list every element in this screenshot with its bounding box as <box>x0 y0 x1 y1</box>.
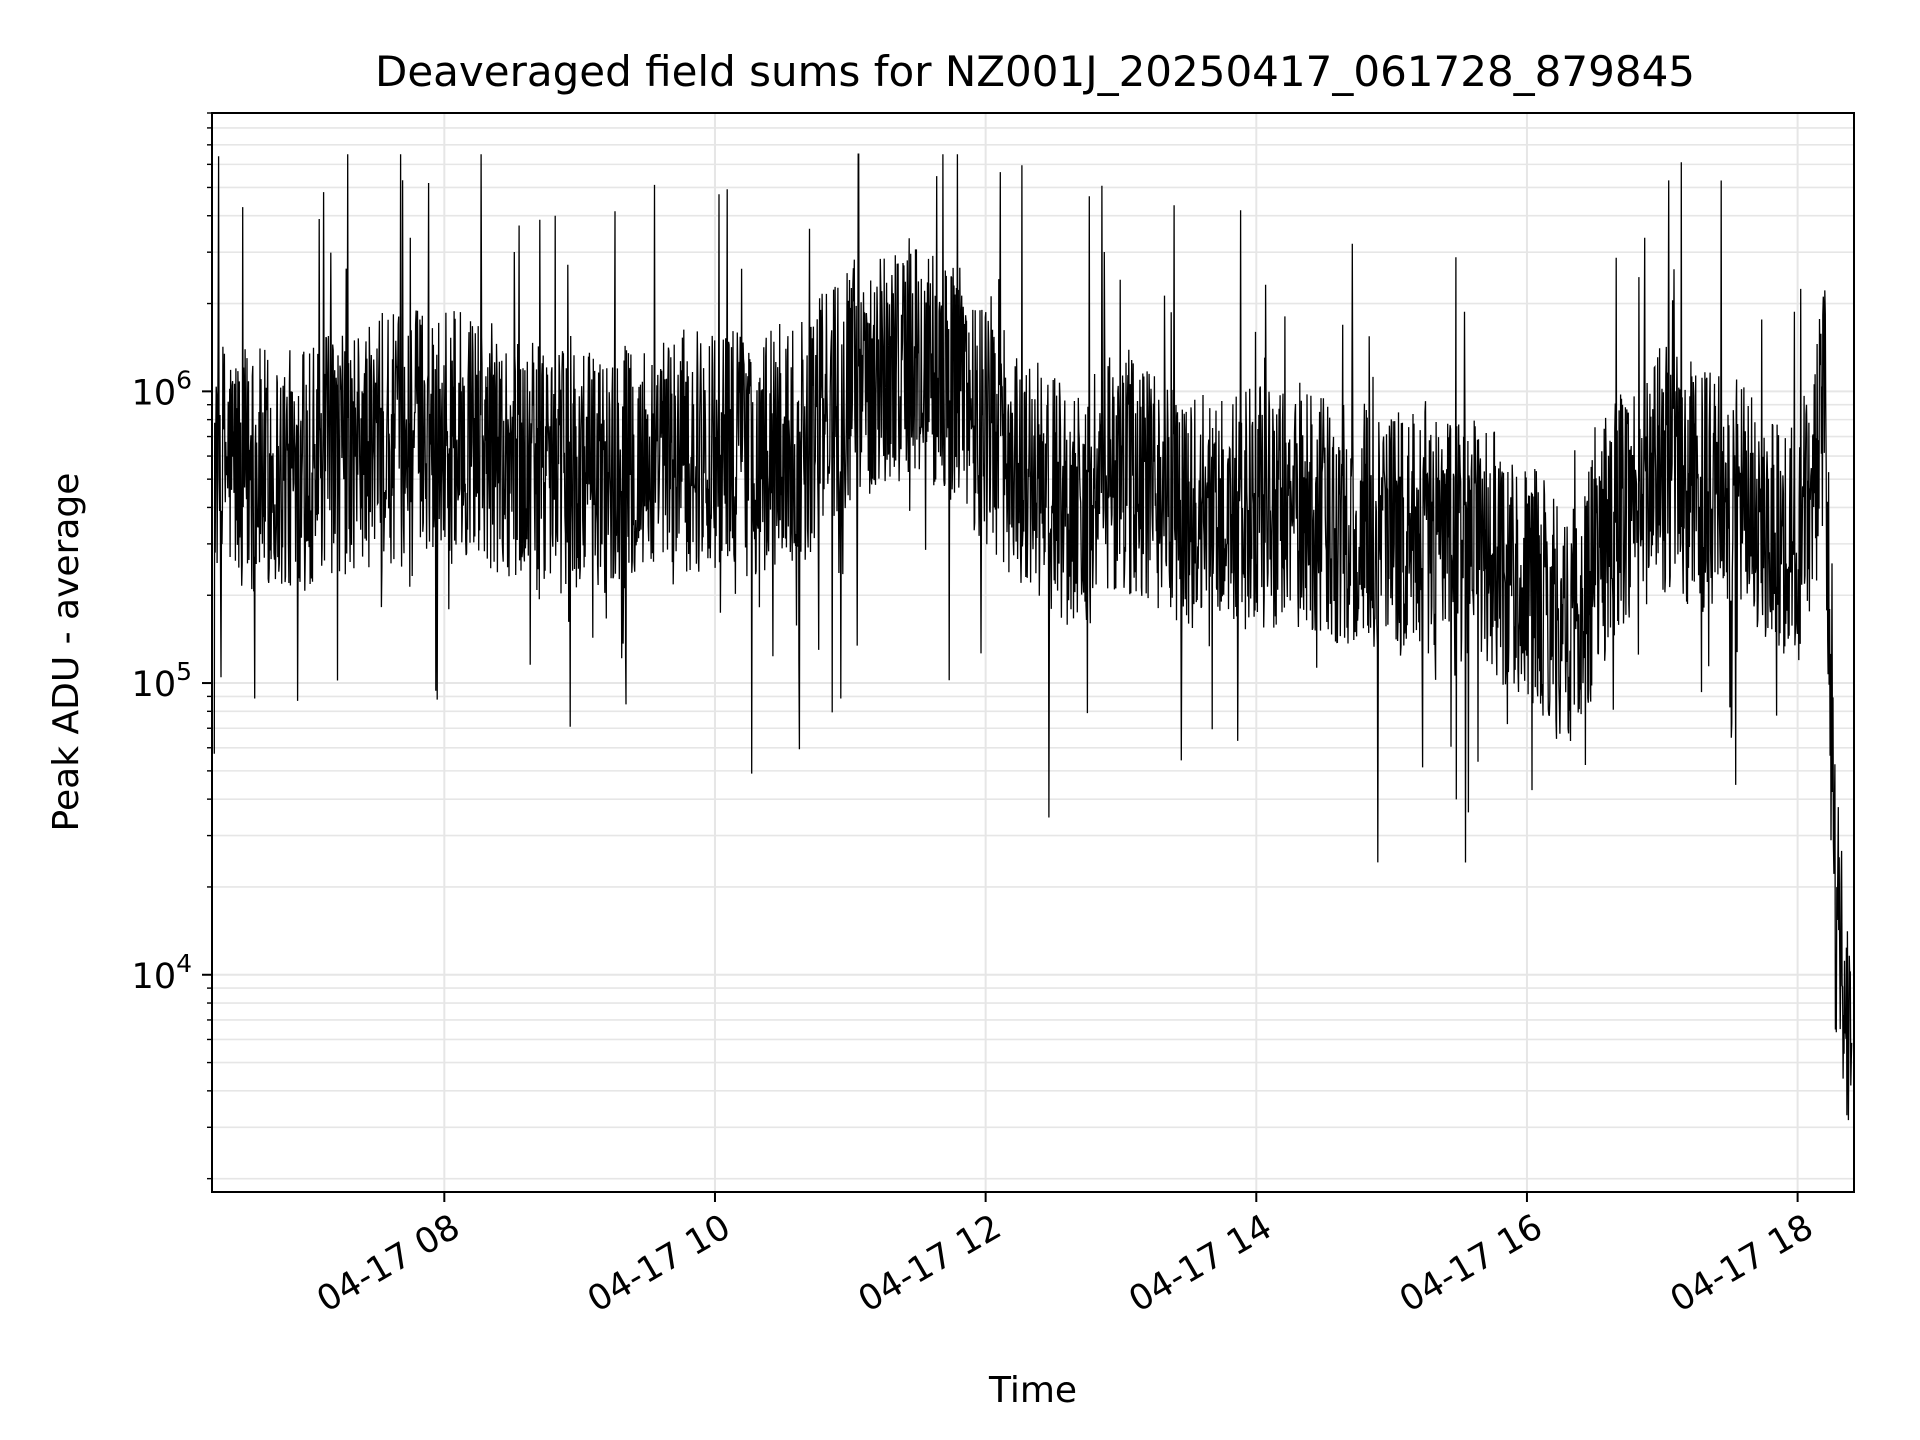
x-tick-label: 04-17 18 <box>1664 1207 1820 1320</box>
chart-title: Deaveraged field sums for NZ001J_2025041… <box>375 47 1695 96</box>
y-axis: 104 105 106 <box>132 112 212 1180</box>
x-axis-label: Time <box>988 1370 1077 1411</box>
y-tick-label: 104 <box>132 949 192 997</box>
y-tick-label: 106 <box>132 365 192 413</box>
y-axis-label: Peak ADU - average <box>46 473 87 832</box>
x-axis: 04-17 08 04-17 10 04-17 12 04-17 14 04-17 16… <box>311 1192 1820 1320</box>
x-tick-label: 04-17 10 <box>581 1207 737 1320</box>
grid <box>212 112 1854 1192</box>
y-tick-label: 105 <box>132 657 192 705</box>
x-tick-label: 04-17 14 <box>1123 1207 1279 1320</box>
x-tick-label: 04-17 16 <box>1393 1207 1549 1320</box>
series-line <box>213 153 1853 1121</box>
x-tick-label: 04-17 08 <box>311 1207 467 1320</box>
plot-frame <box>211 112 1855 1193</box>
x-tick-label: 04-17 12 <box>852 1207 1008 1320</box>
